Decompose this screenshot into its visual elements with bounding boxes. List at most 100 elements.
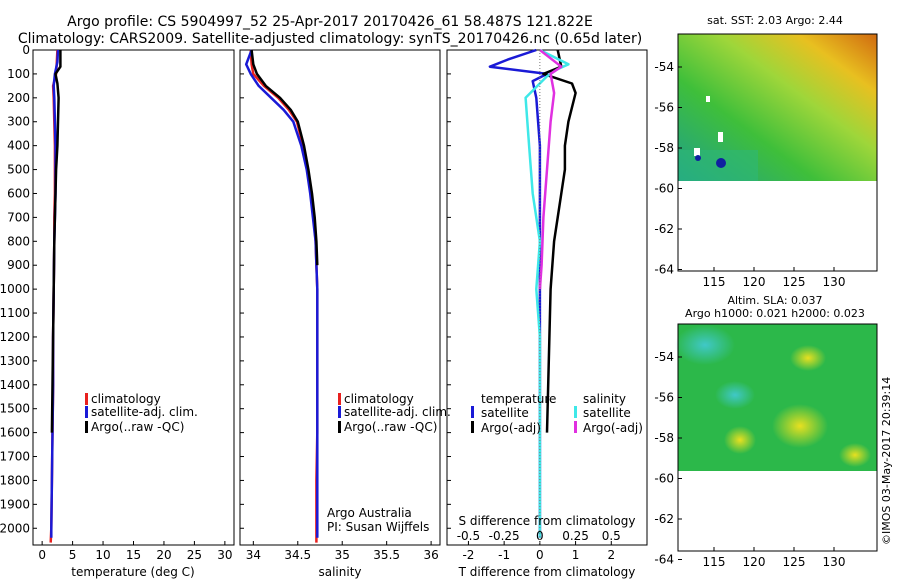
sst-lat-label: -56 <box>654 101 674 115</box>
sst-cloud-mask <box>694 148 700 156</box>
difference-series-line <box>488 48 549 538</box>
sst-map-axes: -54 -56 -58 -60 -62 -64 115 120 125 130 <box>654 60 845 289</box>
s-difference-tick-label: -0.5 <box>457 529 480 543</box>
sla-lon-label: 130 <box>823 555 846 569</box>
sst-argo-marker <box>716 158 726 168</box>
sla-lat-label: -54 <box>654 350 674 364</box>
sla-lat-label: -60 <box>654 472 674 486</box>
sst-cloud-mask <box>706 96 710 102</box>
sst-map-title: sat. SST: 2.03 Argo: 2.44 <box>707 14 843 27</box>
sla-negative-anomaly <box>675 325 735 365</box>
depth-tick-label: 1000 <box>0 282 30 296</box>
difference-x-tick-label: -1 <box>498 548 510 562</box>
sst-lon-label: 130 <box>823 275 846 289</box>
depth-tick-label: 200 <box>7 91 30 105</box>
salinity-legend: climatology satellite-adj. clim. Argo(..… <box>338 392 451 434</box>
salinity-x-tick-label: 34.5 <box>284 548 311 562</box>
temperature-x-tick-label: 0 <box>38 548 46 562</box>
depth-tick-label: 100 <box>7 67 30 81</box>
sla-map-axes: -54 -56 -58 -60 -62 -64 115 120 125 130 <box>654 350 845 569</box>
sla-map <box>675 323 878 552</box>
pi-note: PI: Susan Wijffels <box>327 520 429 534</box>
sla-map-title-line1: Altim. SLA: 0.037 <box>727 294 822 307</box>
difference-series-line <box>538 49 563 290</box>
legend-label-argo: Argo(..raw -QC) <box>91 420 184 434</box>
temperature-series-line <box>50 50 62 433</box>
salinity-x-tick-label: 34 <box>246 548 261 562</box>
depth-tick-label: 1700 <box>0 450 30 464</box>
sla-lat-label: -62 <box>654 512 674 526</box>
legend-label-climatology: climatology <box>91 392 161 406</box>
temperature-x-tick-label: 20 <box>156 548 171 562</box>
depth-tick-label: 1500 <box>0 402 30 416</box>
depth-tick-label: 1600 <box>0 426 30 440</box>
salinity-panel-frame <box>239 49 441 546</box>
difference-x-tick-label: 0 <box>536 548 544 562</box>
salinity-series-line <box>250 49 319 266</box>
legend-label-climatology: climatology <box>344 392 414 406</box>
temperature-x-tick-label: 10 <box>95 548 110 562</box>
depth-tick-label: 1300 <box>0 354 30 368</box>
sla-negative-anomaly <box>715 381 755 409</box>
depth-tick-label: 800 <box>7 234 30 248</box>
imos-credit: ©IMOS 03-May-2017 20:39:14 <box>880 377 893 545</box>
depth-tick-label: 1200 <box>0 330 30 344</box>
difference-series-line <box>524 48 570 538</box>
depth-tick-label: 600 <box>7 186 30 200</box>
depth-tick-label: 900 <box>7 258 30 272</box>
sst-lon-label: 125 <box>783 275 806 289</box>
legend-label-t-argo: Argo(-adj) <box>481 421 541 435</box>
sla-lon-label: 115 <box>703 555 726 569</box>
salinity-x-tick-label: 35.5 <box>373 548 400 562</box>
sst-lon-label: 120 <box>743 275 766 289</box>
sla-lat-label: -64 <box>654 553 674 567</box>
sla-positive-anomaly <box>839 443 871 467</box>
legend-title-temperature: temperature <box>481 392 556 406</box>
figure-title-line2: Climatology: CARS2009. Satellite-adjuste… <box>18 31 642 47</box>
sst-lat-label: -64 <box>654 263 674 277</box>
salinity-x-tick-label: 36 <box>423 548 438 562</box>
sst-nodata <box>678 181 877 271</box>
s-difference-axis-label: S difference from climatology <box>459 514 636 528</box>
legend-swatch-climatology <box>338 393 341 405</box>
difference-x-tick-label: -2 <box>462 548 474 562</box>
sla-positive-anomaly <box>724 426 756 454</box>
legend-swatch-argo <box>85 421 88 433</box>
difference-legend: temperature salinity satellite Argo(-adj… <box>471 392 643 435</box>
temperature-x-tick-label: 30 <box>217 548 232 562</box>
temperature-x-tick-label: 5 <box>69 548 77 562</box>
sst-cloud-mask <box>718 132 723 142</box>
temperature-x-tick-label: 15 <box>126 548 141 562</box>
depth-tick-label: 700 <box>7 210 30 224</box>
sla-nodata <box>678 471 877 551</box>
salinity-series-line <box>244 49 319 538</box>
sst-map <box>677 33 878 272</box>
sst-lat-label: -60 <box>654 182 674 196</box>
s-difference-tick-label: 0.25 <box>562 529 589 543</box>
legend-swatch-climatology <box>85 393 88 405</box>
depth-tick-label: 300 <box>7 115 30 129</box>
t-difference-axis-label: T difference from climatology <box>458 565 636 579</box>
sst-lon-label: 115 <box>703 275 726 289</box>
difference-x-tick-label: 2 <box>607 548 615 562</box>
salinity-axis-label: salinity <box>318 565 361 579</box>
depth-tick-label: 1800 <box>0 473 30 487</box>
data-source-note: Argo Australia <box>327 506 412 520</box>
salinity-series-line <box>249 49 319 543</box>
depth-tick-label: 400 <box>7 139 30 153</box>
legend-swatch-t-argo <box>471 421 474 433</box>
depth-tick-label: 1100 <box>0 306 30 320</box>
sla-lon-label: 125 <box>783 555 806 569</box>
depth-tick-label: 0 <box>22 43 30 57</box>
legend-label-argo: Argo(..raw -QC) <box>344 420 437 434</box>
sst-lat-label: -62 <box>654 222 674 236</box>
legend-swatch-s-satellite <box>574 406 577 418</box>
legend-label-satellite: satellite-adj. clim. <box>344 405 451 419</box>
legend-swatch-argo <box>338 421 341 433</box>
sst-lat-label: -54 <box>654 60 674 74</box>
temperature-plot: 0 5 10 15 20 25 30 <box>38 49 233 562</box>
legend-label-t-satellite: satellite <box>481 406 529 420</box>
s-difference-tick-label: -0.25 <box>489 529 520 543</box>
